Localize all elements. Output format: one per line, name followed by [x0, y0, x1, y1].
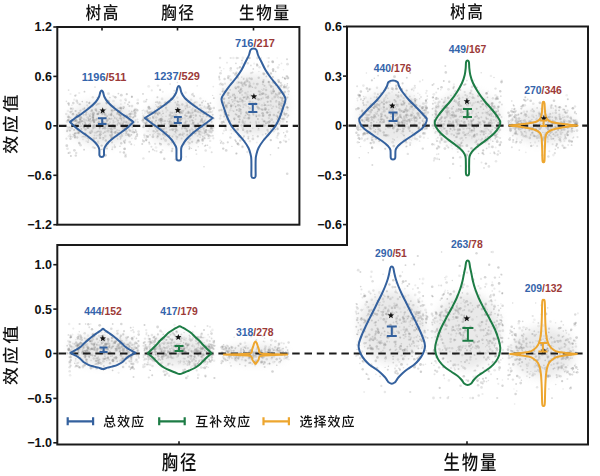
svg-text:263/78: 263/78 [451, 239, 483, 250]
svg-text:417/179: 417/179 [160, 306, 198, 317]
svg-text:0: 0 [45, 119, 52, 133]
svg-text:1196/511: 1196/511 [82, 71, 127, 83]
svg-text:−1.0: −1.0 [27, 436, 52, 450]
svg-text:−0.3: −0.3 [317, 169, 342, 183]
svg-text:270/346: 270/346 [524, 85, 562, 96]
svg-text:716/217: 716/217 [235, 37, 275, 49]
svg-text:0.3: 0.3 [325, 70, 342, 84]
svg-text:440/176: 440/176 [374, 63, 412, 74]
svg-text:318/278: 318/278 [236, 327, 274, 338]
svg-text:1.0: 1.0 [35, 258, 52, 272]
svg-text:0.5: 0.5 [35, 303, 52, 317]
svg-text:0.6: 0.6 [325, 20, 342, 34]
svg-text:1.2: 1.2 [35, 20, 52, 34]
svg-text:−1.2: −1.2 [27, 218, 52, 232]
svg-text:0: 0 [335, 119, 342, 133]
svg-text:444/152: 444/152 [84, 306, 122, 317]
svg-text:−0.6: −0.6 [27, 169, 52, 183]
svg-text:209/132: 209/132 [525, 283, 563, 294]
svg-text:449/167: 449/167 [449, 44, 487, 55]
svg-text:0.6: 0.6 [35, 70, 52, 84]
svg-text:−0.5: −0.5 [27, 392, 52, 406]
svg-text:0: 0 [45, 347, 52, 361]
svg-text:1237/529: 1237/529 [154, 70, 200, 82]
svg-text:290/51: 290/51 [375, 248, 407, 259]
svg-text:−0.6: −0.6 [317, 218, 342, 232]
